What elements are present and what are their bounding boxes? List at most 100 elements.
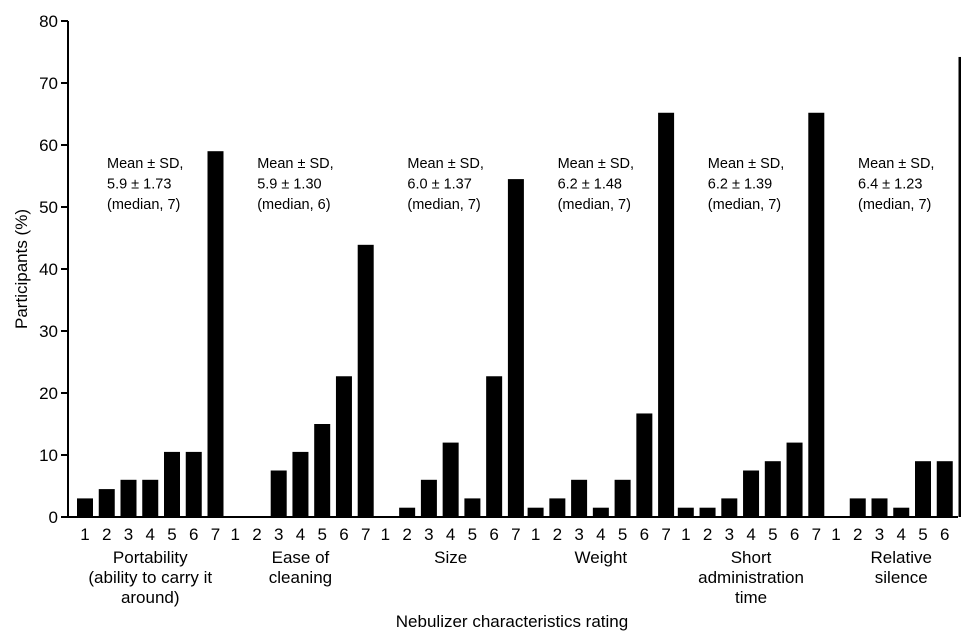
y-tick-label: 30 xyxy=(39,322,58,341)
rating-tick-label: 5 xyxy=(618,525,627,544)
annotation-text: (median, 7) xyxy=(407,197,480,213)
rating-tick-label: 1 xyxy=(681,525,690,544)
annotation-text: (median, 7) xyxy=(708,197,781,213)
bar xyxy=(849,498,866,517)
rating-tick-label: 5 xyxy=(918,525,927,544)
y-tick-label: 10 xyxy=(39,446,58,465)
bar xyxy=(614,479,631,517)
bar xyxy=(185,451,202,517)
bar xyxy=(549,498,566,517)
bars xyxy=(77,56,961,518)
bar xyxy=(743,470,760,517)
rating-tick-label: 2 xyxy=(703,525,712,544)
bar xyxy=(98,489,115,517)
rating-tick-label: 3 xyxy=(875,525,884,544)
y-tick-label: 80 xyxy=(39,12,58,31)
annotation-text: (median, 7) xyxy=(558,197,631,213)
bar xyxy=(958,56,961,518)
annotation-text: (median, 6) xyxy=(257,197,330,213)
rating-tick-label: 1 xyxy=(831,525,840,544)
rating-tick-label: 1 xyxy=(531,525,540,544)
annotation-text: (median, 7) xyxy=(107,197,180,213)
group-label: (ability to carry it xyxy=(88,568,212,587)
annotation-text: Mean ± SD, xyxy=(407,156,483,172)
y-tick-label: 0 xyxy=(49,508,58,527)
bar xyxy=(207,151,224,517)
rating-tick-label: 5 xyxy=(317,525,326,544)
annotation-text: (median, 7) xyxy=(858,197,931,213)
rating-tick-label: 6 xyxy=(640,525,649,544)
bar xyxy=(808,112,825,517)
group-label: Weight xyxy=(575,548,628,567)
bar xyxy=(120,479,137,517)
bar xyxy=(335,376,352,517)
rating-tick-label: 5 xyxy=(167,525,176,544)
rating-tick-label: 2 xyxy=(102,525,111,544)
x-axis-label: Nebulizer characteristics rating xyxy=(396,612,628,631)
bar xyxy=(936,461,953,517)
rating-tick-label: 2 xyxy=(252,525,261,544)
bar xyxy=(442,442,459,517)
bar xyxy=(464,498,481,517)
bar xyxy=(592,507,609,517)
bar xyxy=(142,479,159,517)
y-tick-label: 60 xyxy=(39,136,58,155)
annotation-text: Mean ± SD, xyxy=(708,156,784,172)
rating-tick-label: 3 xyxy=(574,525,583,544)
rating-tick-label: 7 xyxy=(812,525,821,544)
annotation-text: Mean ± SD, xyxy=(858,156,934,172)
bar xyxy=(486,376,503,517)
rating-tick-label: 4 xyxy=(746,525,755,544)
bar xyxy=(786,442,803,517)
group-label: around) xyxy=(121,588,180,607)
rating-tick-label: 7 xyxy=(211,525,220,544)
rating-tick-label: 6 xyxy=(940,525,949,544)
bar xyxy=(677,507,694,517)
rating-tick-label: 4 xyxy=(596,525,605,544)
bar xyxy=(420,479,437,517)
rating-tick-label: 4 xyxy=(146,525,155,544)
rating-tick-label: 5 xyxy=(768,525,777,544)
y-tick-label: 50 xyxy=(39,198,58,217)
rating-tick-label: 1 xyxy=(381,525,390,544)
bar xyxy=(915,461,931,517)
bar xyxy=(721,498,738,517)
group-label: time xyxy=(735,588,767,607)
rating-tick-label: 5 xyxy=(468,525,477,544)
bar xyxy=(658,112,675,517)
rating-tick-label: 3 xyxy=(274,525,283,544)
annotation-text: 6.4 ± 1.23 xyxy=(858,177,922,193)
rating-tick-label: 4 xyxy=(296,525,305,544)
bar xyxy=(164,451,180,517)
group-label: cleaning xyxy=(269,568,332,587)
rating-tick-label: 3 xyxy=(124,525,133,544)
group-label: Ease of xyxy=(272,548,330,567)
rating-tick-label: 2 xyxy=(553,525,562,544)
annotation-text: Mean ± SD, xyxy=(558,156,634,172)
rating-tick-label: 1 xyxy=(80,525,89,544)
bar xyxy=(292,451,309,517)
y-tick-label: 20 xyxy=(39,384,58,403)
rating-tick-label: 4 xyxy=(446,525,455,544)
bar xyxy=(764,461,781,517)
annotation-text: 5.9 ± 1.73 xyxy=(107,177,171,193)
rating-tick-label: 2 xyxy=(853,525,862,544)
rating-tick-label: 6 xyxy=(189,525,198,544)
bar xyxy=(636,413,653,517)
rating-tick-label: 6 xyxy=(489,525,498,544)
bar xyxy=(77,498,93,517)
rating-tick-label: 3 xyxy=(424,525,433,544)
rating-tick-label: 6 xyxy=(339,525,348,544)
group-label: Relative xyxy=(871,548,932,567)
annotation-text: 6.0 ± 1.37 xyxy=(407,177,471,193)
bar xyxy=(357,244,374,517)
rating-tick-label: 2 xyxy=(402,525,411,544)
group-label: administration xyxy=(698,568,804,587)
bar xyxy=(507,179,524,517)
bar xyxy=(893,507,910,517)
rating-tick-label: 1 xyxy=(230,525,239,544)
annotation-text: 6.2 ± 1.48 xyxy=(558,177,622,193)
group-label: Size xyxy=(434,548,467,567)
rating-tick-label: 7 xyxy=(361,525,370,544)
